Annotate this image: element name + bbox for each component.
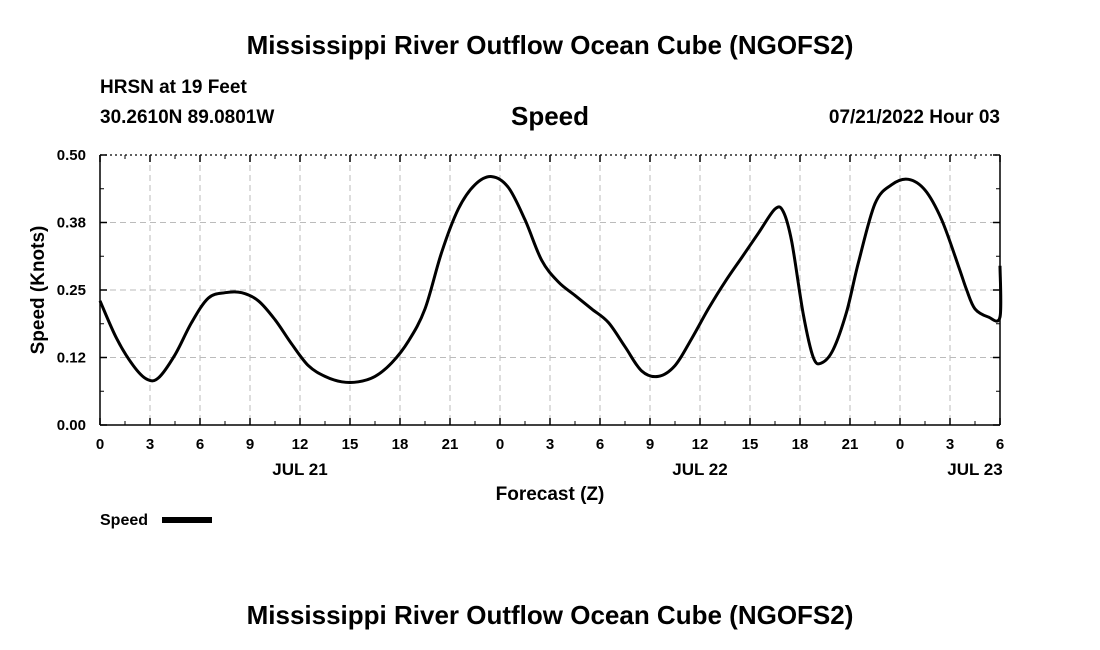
legend-swatch-speed bbox=[162, 517, 212, 523]
series-layer bbox=[98, 175, 1003, 384]
x-tick-label: 6 bbox=[196, 436, 204, 453]
timestamp-label: 07/21/2022 Hour 03 bbox=[828, 107, 1000, 128]
x-tick-label: 12 bbox=[692, 436, 709, 453]
x-tick-label: 0 bbox=[96, 436, 104, 453]
series-line-speed bbox=[98, 175, 1003, 384]
x-tick-label: 0 bbox=[496, 436, 504, 453]
station-label: HRSN at 19 Feet bbox=[100, 77, 247, 98]
x-tick-label: 15 bbox=[342, 436, 359, 453]
date-label: JUL 23 bbox=[947, 460, 1002, 479]
page-title-bottom: Mississippi River Outflow Ocean Cube (NG… bbox=[246, 600, 854, 630]
x-tick-label: 6 bbox=[996, 436, 1004, 453]
legend: Speed bbox=[100, 512, 212, 529]
x-tick-label: 3 bbox=[146, 436, 154, 453]
y-axis-label: Speed (Knots) bbox=[28, 226, 49, 355]
date-label: JUL 21 bbox=[272, 460, 327, 479]
page-title-top: Mississippi River Outflow Ocean Cube (NG… bbox=[246, 30, 854, 60]
x-tick-label: 3 bbox=[946, 436, 954, 453]
x-tick-label: 21 bbox=[442, 436, 459, 453]
date-label: JUL 22 bbox=[672, 460, 727, 479]
x-tick-label: 18 bbox=[392, 436, 409, 453]
y-tick-label: 0.25 bbox=[57, 282, 86, 299]
y-tick-label: 0.12 bbox=[57, 350, 86, 367]
x-tick-label: 9 bbox=[246, 436, 254, 453]
legend-label-speed: Speed bbox=[100, 512, 148, 529]
x-tick-label: 0 bbox=[896, 436, 904, 453]
x-axis-label: Forecast (Z) bbox=[496, 484, 605, 505]
x-tick-label: 18 bbox=[792, 436, 809, 453]
x-tick-label: 9 bbox=[646, 436, 654, 453]
coordinates-label: 30.2610N 89.0801W bbox=[100, 107, 275, 128]
x-tick-label: 21 bbox=[842, 436, 859, 453]
x-tick-label: 12 bbox=[292, 436, 309, 453]
grid bbox=[100, 154, 1000, 425]
y-tick-label: 0.38 bbox=[57, 215, 86, 232]
y-tick-label: 0.50 bbox=[57, 147, 86, 164]
y-tick-label: 0.00 bbox=[57, 417, 86, 434]
x-tick-label: 3 bbox=[546, 436, 554, 453]
x-tick-label: 15 bbox=[742, 436, 759, 453]
plot-title: Speed bbox=[510, 101, 590, 131]
axis-labels: Speed (Knots) Forecast (Z) 0 3 6 9 12 15 18 21 0… bbox=[28, 147, 1004, 505]
x-tick-label: 6 bbox=[596, 436, 604, 453]
